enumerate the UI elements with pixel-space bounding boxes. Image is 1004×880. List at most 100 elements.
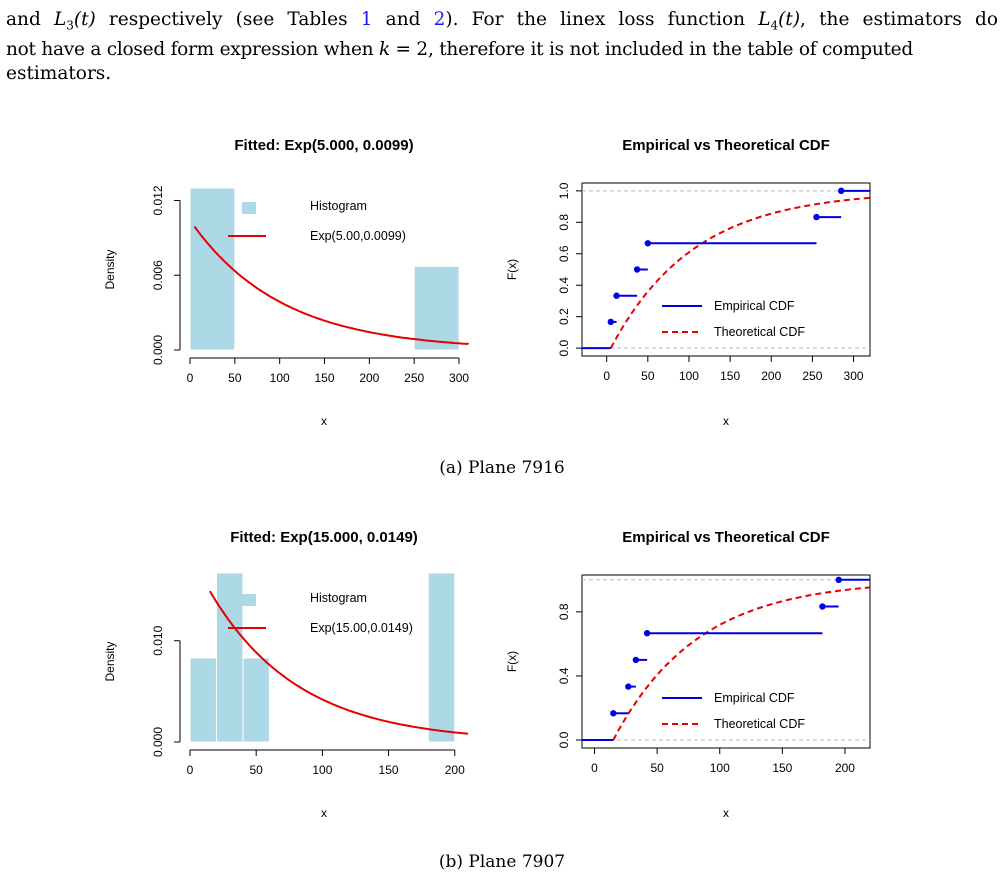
paragraph-line-3: estimators. <box>6 62 112 84</box>
empirical-point <box>607 318 614 326</box>
figure-caption-a: (a) Plane 7916 <box>439 458 565 478</box>
legend-label-empirical: Empirical CDF <box>714 691 795 705</box>
empirical-point <box>632 656 640 664</box>
histogram-bar <box>189 187 236 351</box>
x-tick-label: 50 <box>650 761 664 775</box>
empirical-point <box>633 266 641 273</box>
y-tick-label: 0.000 <box>151 335 165 365</box>
empirical-point <box>813 213 820 221</box>
x-tick-label: 300 <box>844 369 864 383</box>
x-tick-label: 200 <box>445 763 465 777</box>
x-tick-label: 100 <box>270 371 290 385</box>
histogram-bar <box>215 572 244 743</box>
x-tick-label: 200 <box>359 371 379 385</box>
x-tick-label: 250 <box>802 369 822 383</box>
histogram-bar <box>413 266 460 351</box>
table-ref-2[interactable]: 2 <box>433 9 446 30</box>
theoretical-cdf-line <box>612 586 871 741</box>
legend-swatch-histogram <box>242 202 256 214</box>
x-axis-label: x <box>723 414 729 428</box>
cdf-chart: Empirical vs Theoretical CDF x F(x) 0 50 100 1… <box>505 529 871 820</box>
empirical-point <box>835 576 842 584</box>
paragraph-line-1: and L3(t) respectively (see Tables 1 and… <box>6 8 998 38</box>
text-run: respectively (see Tables <box>95 9 361 30</box>
legend-label-theoretical: Theoretical CDF <box>714 717 805 731</box>
math-argument: (t) <box>73 9 96 30</box>
cdf-chart: Empirical vs Theoretical CDF x F(x) 0 50 100 1… <box>505 137 871 428</box>
y-axis-label: F(x) <box>505 259 519 280</box>
x-tick-label: 200 <box>761 369 781 383</box>
empirical-point <box>819 603 826 610</box>
math-subscript: 3 <box>66 18 74 33</box>
histogram-panel-7907: Fitted: Exp(15.000, 0.0149) x Density 0 50 10… <box>100 520 480 820</box>
histogram-bar <box>427 572 456 743</box>
y-tick-label: 0.006 <box>151 260 165 290</box>
paragraph-line-2: not have a closed form expression when k… <box>6 38 998 62</box>
x-tick-label: 50 <box>228 371 242 385</box>
y-axis-label: Density <box>103 249 117 289</box>
chart-title: Empirical vs Theoretical CDF <box>622 137 830 154</box>
x-tick-label: 50 <box>250 763 264 777</box>
x-tick-label: 200 <box>835 761 855 775</box>
x-tick-label: 0 <box>591 761 598 775</box>
math-symbol: L <box>758 9 771 30</box>
legend-label-theoretical: Theoretical CDF <box>714 325 805 339</box>
x-tick-label: 150 <box>772 761 792 775</box>
x-tick-label: 150 <box>315 371 335 385</box>
math-symbol: L <box>53 9 67 30</box>
fitted-density-curve <box>193 226 469 345</box>
chart-title: Fitted: Exp(5.000, 0.0099) <box>234 137 413 154</box>
text-run: not have a closed form expression when <box>6 38 379 60</box>
x-tick-label: 100 <box>710 761 730 775</box>
plot-box <box>581 182 871 357</box>
y-tick-label: 0.0 <box>557 339 571 356</box>
y-tick-label: 0.4 <box>557 277 571 294</box>
histogram-chart: Fitted: Exp(5.000, 0.0099) x Density 0 50 100… <box>103 137 469 428</box>
y-tick-label: 0.2 <box>557 308 571 325</box>
empirical-point <box>644 240 652 247</box>
y-tick-label: 0.0 <box>557 731 571 748</box>
chart-title: Empirical vs Theoretical CDF <box>622 529 830 546</box>
x-axis-label: x <box>321 414 327 428</box>
y-axis-label: F(x) <box>505 651 519 672</box>
table-ref-1[interactable]: 1 <box>360 9 373 30</box>
fitted-density-curve <box>209 590 469 735</box>
empirical-point <box>625 683 632 690</box>
math-equals: = 2 <box>389 38 429 60</box>
x-tick-label: 150 <box>379 763 399 777</box>
text-run: , the estimators do <box>800 9 998 30</box>
x-tick-label: 100 <box>679 369 699 383</box>
legend-label-fitted: Exp(15.00,0.0149) <box>310 621 413 635</box>
y-tick-label: 1.0 <box>557 182 571 199</box>
text-run: and <box>6 9 54 30</box>
text-run: , therefore it is not included in the ta… <box>427 38 913 60</box>
plot-box <box>581 574 871 749</box>
x-tick-label: 0 <box>187 763 194 777</box>
y-tick-label: 0.010 <box>151 625 165 655</box>
histogram-bar <box>242 657 270 743</box>
legend-label-fitted: Exp(5.00,0.0099) <box>310 229 406 243</box>
text-run: and <box>372 9 434 30</box>
x-tick-label: 250 <box>404 371 424 385</box>
empirical-point <box>613 292 620 299</box>
histogram-chart: Fitted: Exp(15.000, 0.0149) x Density 0 50 10… <box>103 529 469 820</box>
body-paragraph: and L3(t) respectively (see Tables 1 and… <box>6 8 998 86</box>
x-tick-label: 0 <box>187 371 194 385</box>
legend-label-empirical: Empirical CDF <box>714 299 795 313</box>
chart-title: Fitted: Exp(15.000, 0.0149) <box>230 529 418 546</box>
figure-caption-b: (b) Plane 7907 <box>438 852 566 872</box>
legend-swatch-histogram <box>242 594 256 606</box>
math-l3: L3(t) <box>53 9 96 33</box>
y-tick-label: 0.012 <box>151 185 165 215</box>
math-subscript: 4 <box>770 18 779 33</box>
empirical-point <box>610 710 617 717</box>
empirical-point <box>838 187 845 195</box>
text-run: ). For the linex loss function <box>445 9 759 30</box>
histogram-panel-7916: Fitted: Exp(5.000, 0.0099) x Density 0 50 100… <box>100 128 480 428</box>
x-tick-label: 50 <box>641 369 655 383</box>
y-tick-label: 0.6 <box>557 245 571 262</box>
math-k: k <box>378 38 390 60</box>
y-tick-label: 0.000 <box>151 727 165 757</box>
y-tick-label: 0.8 <box>557 603 571 620</box>
histogram-bar <box>189 657 217 743</box>
